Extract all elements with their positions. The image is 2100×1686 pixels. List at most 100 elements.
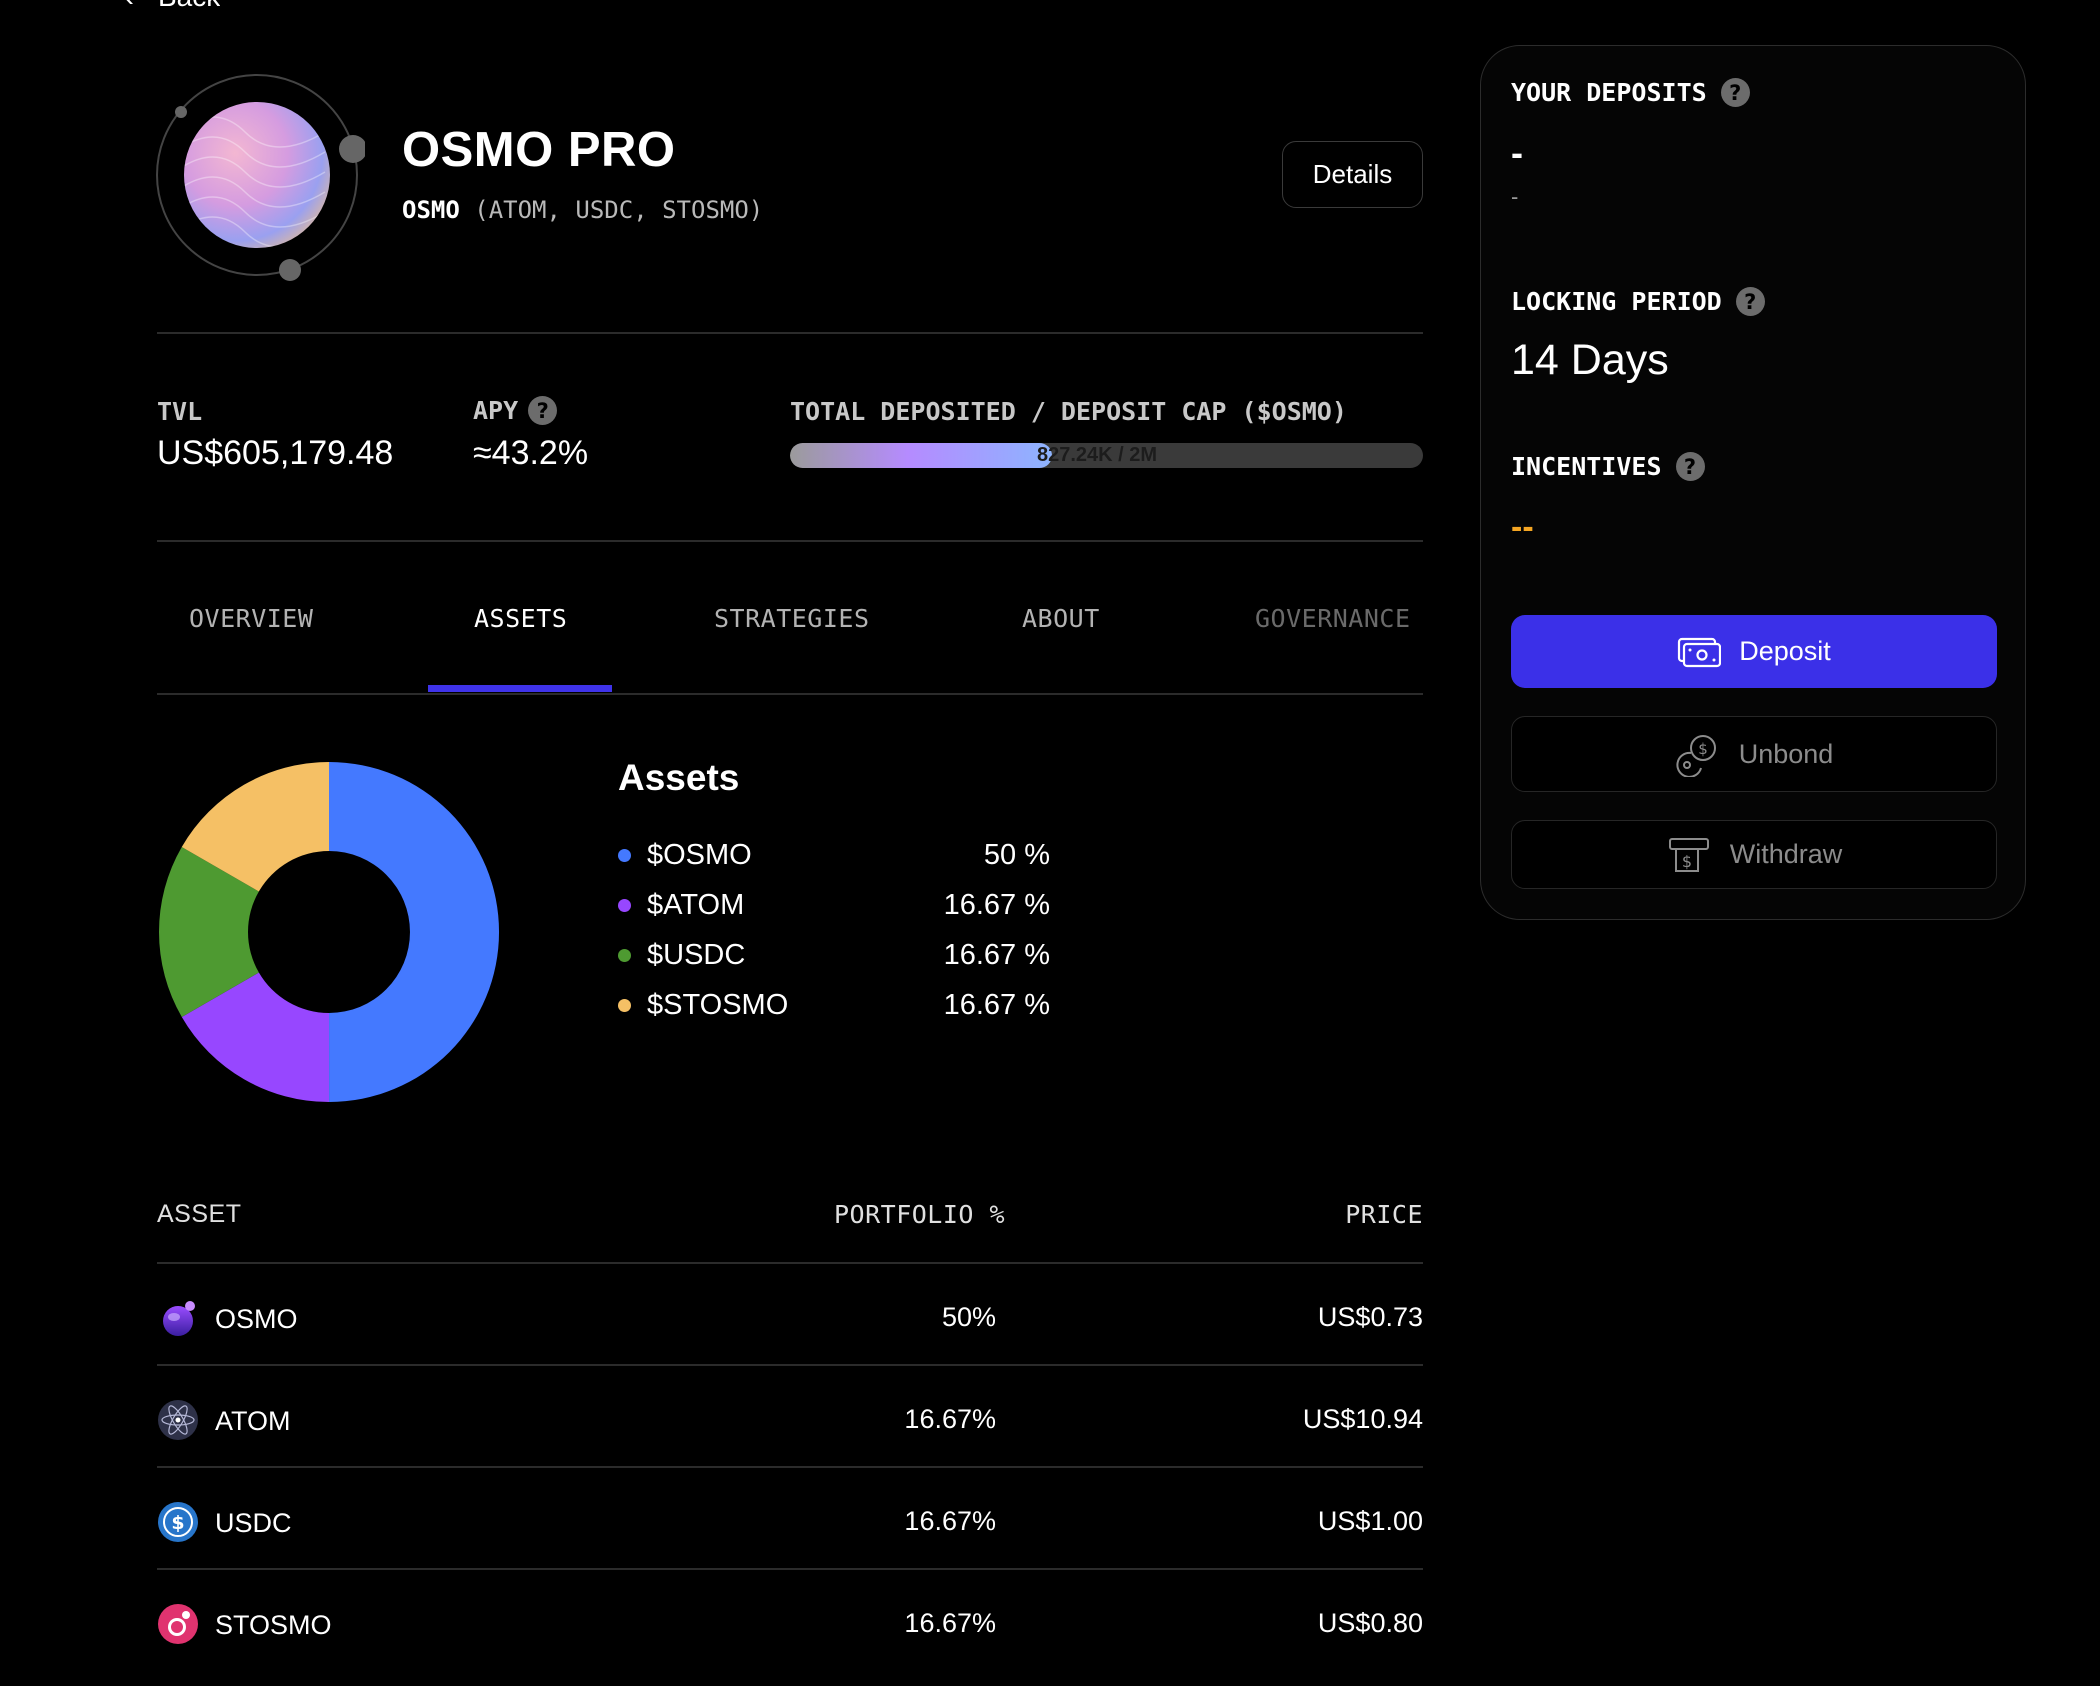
incentives-value: -- (1511, 508, 1534, 546)
divider (157, 540, 1423, 542)
asset-name: ATOM (215, 1406, 291, 1436)
other-assets: (ATOM, USDC, STOSMO) (474, 196, 764, 224)
svg-text:$: $ (1698, 740, 1708, 758)
portfolio-column-header: PORTFOLIO % (834, 1200, 1006, 1229)
row-divider (157, 1262, 1423, 1264)
your-deposits-subvalue: - (1511, 184, 1519, 209)
unbond-button-label: Unbond (1738, 738, 1834, 769)
row-divider (157, 1568, 1423, 1570)
divider (157, 332, 1423, 334)
deposit-panel: YOUR DEPOSITS ? - - LOCKING PERIOD ? 14 … (1480, 45, 2026, 920)
legend-swatch (618, 848, 631, 862)
cash-icon (1678, 637, 1722, 667)
donut-slice-atom (181, 972, 330, 1102)
legend-value: 16.67 % (943, 938, 1050, 971)
tvl-value: US$605,179.48 (157, 434, 394, 472)
legend-swatch (618, 998, 631, 1012)
divider (157, 693, 1423, 695)
withdraw-button-label: Withdraw (1729, 839, 1843, 869)
your-deposits-label: YOUR DEPOSITS ? (1511, 78, 1750, 107)
tab-assets[interactable]: ASSETS (474, 604, 568, 633)
donut-slice-usdc (159, 847, 259, 1018)
svg-text:$: $ (171, 1512, 184, 1534)
deposit-cap-label: TOTAL DEPOSITED / DEPOSIT CAP ($OSMO) (790, 397, 1347, 426)
help-icon[interactable]: ? (1735, 287, 1765, 316)
assets-legend: $OSMO 50 % $ATOM 16.67 % $USDC 16.67 % $STOSMO… (618, 830, 1050, 1030)
asset-price: US$1.00 (1317, 1506, 1423, 1536)
asset-price: US$0.80 (1317, 1608, 1423, 1638)
asset-price: US$0.73 (1317, 1302, 1423, 1332)
tab-governance[interactable]: GOVERNANCE (1255, 604, 1411, 633)
locking-period-label-text: LOCKING PERIOD (1511, 287, 1722, 316)
deposit-button-label: Deposit (1739, 636, 1831, 666)
chevron-left-icon: ‹ (124, 0, 134, 10)
assets-chart-title: Assets (618, 757, 740, 798)
stosmo-token-icon (158, 1604, 198, 1644)
incentives-label-text: INCENTIVES (1511, 452, 1662, 481)
coins-icon: $ (1676, 735, 1716, 777)
tvl-label: TVL (157, 397, 202, 426)
locking-period-value: 14 Days (1511, 336, 1669, 384)
deposit-progress-bar: 827.24K / 2M (790, 443, 1423, 468)
legend-label: $ATOM (647, 888, 745, 921)
deposit-progress-fill (790, 443, 1053, 468)
base-asset: OSMO (402, 196, 460, 224)
asset-name: USDC (215, 1508, 292, 1538)
tvl-label-text: TVL (157, 397, 203, 426)
legend-swatch (618, 898, 631, 912)
tab-overview[interactable]: OVERVIEW (189, 604, 314, 633)
legend-value: 50 % (983, 838, 1050, 871)
withdraw-button[interactable]: $ Withdraw (1511, 820, 1997, 889)
atom-token-icon (158, 1400, 198, 1440)
table-row: ATOM 16.67% US$10.94 (157, 1364, 1423, 1465)
legend-label: $OSMO (647, 838, 752, 871)
legend-value: 16.67 % (943, 888, 1050, 921)
back-link[interactable]: ‹ Back (124, 0, 220, 10)
row-divider (157, 1466, 1423, 1468)
vault-logo (156, 74, 365, 281)
table-row: OSMO 50% US$0.73 (157, 1262, 1423, 1363)
asset-name: STOSMO (215, 1610, 332, 1640)
locking-period-label: LOCKING PERIOD ? (1511, 287, 1765, 316)
asset-price: US$10.94 (1302, 1404, 1423, 1434)
asset-portfolio: 16.67% (904, 1404, 996, 1434)
apy-label-text: APY (473, 396, 519, 425)
assets-donut-chart (159, 762, 500, 1102)
tab-strategies[interactable]: STRATEGIES (714, 604, 870, 633)
active-tab-indicator (428, 685, 612, 692)
vault-title: OSMO PRO (402, 123, 676, 177)
legend-item: $ATOM 16.67 % (618, 880, 1050, 930)
table-row: STOSMO 16.67% US$0.80 (157, 1568, 1423, 1669)
deposit-progress-text: 827.24K / 2M (1037, 444, 1158, 466)
row-divider (157, 1364, 1423, 1366)
incentives-label: INCENTIVES ? (1511, 452, 1705, 481)
usdc-token-icon: $ (158, 1502, 198, 1542)
asset-column-header: ASSET (157, 1200, 242, 1228)
apy-label: APY ? (473, 396, 558, 425)
legend-label: $USDC (647, 938, 746, 971)
asset-portfolio: 50% (941, 1302, 996, 1332)
table-row: $ USDC 16.67% US$1.00 (157, 1466, 1423, 1567)
legend-item: $OSMO 50 % (618, 830, 1050, 880)
your-deposits-label-text: YOUR DEPOSITS (1511, 78, 1707, 107)
unbond-button[interactable]: $ Unbond (1511, 716, 1997, 792)
legend-item: $STOSMO 16.67 % (618, 980, 1050, 1030)
svg-text:$: $ (1682, 852, 1692, 871)
vault-subtitle: OSMO (ATOM, USDC, STOSMO) (402, 196, 763, 224)
price-column-header: PRICE (1345, 1200, 1423, 1229)
withdraw-money-icon: $ (1668, 837, 1709, 872)
asset-portfolio: 16.67% (904, 1506, 996, 1536)
deposit-button[interactable]: Deposit (1511, 615, 1997, 688)
legend-swatch (618, 948, 631, 962)
help-icon[interactable]: ? (528, 396, 558, 425)
donut-slice-stosmo (181, 762, 329, 892)
osmo-token-icon (163, 1301, 195, 1336)
legend-label: $STOSMO (647, 988, 789, 1021)
details-button[interactable]: Details (1282, 141, 1423, 208)
tab-about[interactable]: ABOUT (1022, 604, 1100, 633)
help-icon[interactable]: ? (1675, 452, 1705, 481)
asset-portfolio: 16.67% (904, 1608, 996, 1638)
legend-value: 16.67 % (943, 988, 1050, 1021)
apy-value: ≈43.2% (473, 434, 589, 472)
help-icon[interactable]: ? (1720, 78, 1750, 107)
